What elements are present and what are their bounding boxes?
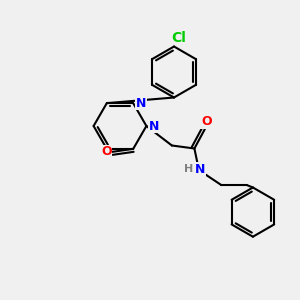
Text: N: N <box>195 163 206 176</box>
Text: O: O <box>201 115 212 128</box>
Text: H: H <box>184 164 193 175</box>
Text: O: O <box>101 146 112 158</box>
Text: Cl: Cl <box>171 31 186 44</box>
Text: N: N <box>136 97 146 110</box>
Text: N: N <box>149 119 159 133</box>
